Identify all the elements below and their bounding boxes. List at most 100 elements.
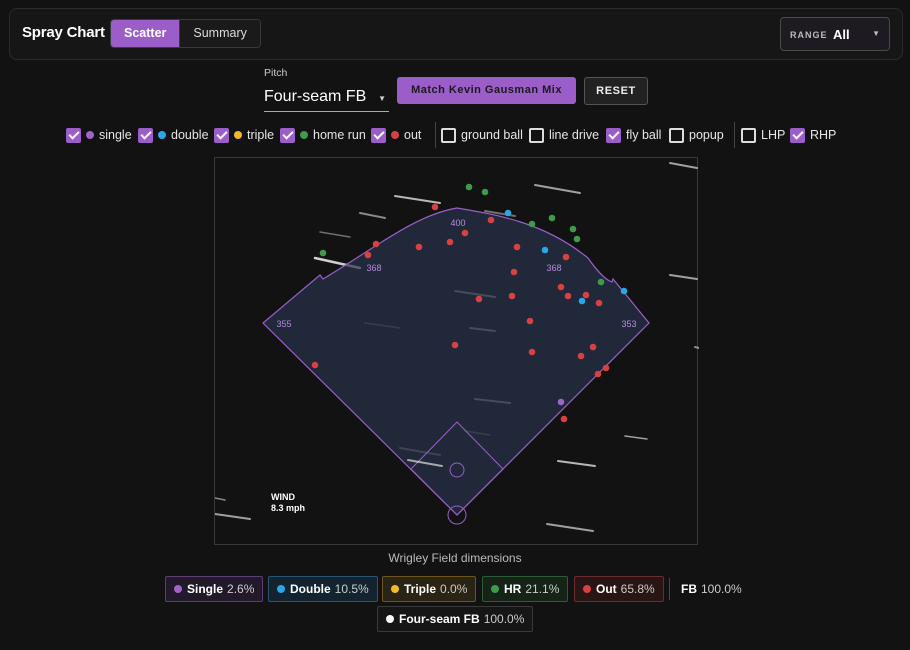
hit-marker-out[interactable] [602, 364, 610, 372]
pitch-dot-icon [386, 615, 394, 623]
hit-marker-double[interactable] [578, 297, 586, 305]
hit-marker-out[interactable] [564, 292, 572, 300]
checkbox-icon[interactable] [790, 127, 805, 143]
hit-marker-home-run[interactable] [569, 225, 577, 233]
chevron-down-icon: ▼ [378, 94, 386, 103]
hit-marker-double[interactable] [504, 209, 512, 217]
summary-total-label: FB [681, 582, 697, 596]
filter-single[interactable]: single [66, 125, 132, 145]
summary-value: 10.5% [334, 582, 369, 596]
tab-scatter[interactable]: Scatter [111, 20, 180, 47]
hit-marker-out[interactable] [372, 240, 380, 248]
summary-hr: HR 21.1% [482, 576, 569, 602]
reset-button[interactable]: RESET [584, 77, 648, 105]
wind-streak [319, 231, 351, 238]
triple-dot-icon [234, 131, 242, 139]
filter-label: line drive [549, 128, 600, 142]
hit-marker-home-run[interactable] [597, 278, 605, 286]
checkbox-icon[interactable] [606, 127, 621, 143]
hit-marker-out[interactable] [595, 299, 603, 307]
checkbox-icon[interactable] [214, 127, 229, 143]
hit-marker-out[interactable] [475, 295, 483, 303]
filter-line-drive[interactable]: line drive [529, 125, 599, 145]
hit-marker-home-run[interactable] [573, 235, 581, 243]
out-dot-icon [583, 585, 591, 593]
filter-label: triple [247, 128, 275, 142]
tab-summary[interactable]: Summary [179, 20, 260, 47]
hit-marker-home-run[interactable] [481, 188, 489, 196]
checkbox-icon[interactable] [741, 127, 756, 143]
single-dot-icon [174, 585, 182, 593]
pitch-value: Four-seam FB [264, 88, 367, 105]
summary-label: Out [596, 582, 617, 596]
hit-marker-out[interactable] [557, 283, 565, 291]
filter-rhp[interactable]: RHP [790, 125, 836, 145]
hit-marker-out[interactable] [461, 229, 469, 237]
hit-marker-home-run[interactable] [319, 249, 327, 257]
hit-marker-home-run[interactable] [548, 214, 556, 222]
hit-marker-out[interactable] [364, 251, 372, 259]
wind-streak [214, 513, 251, 520]
hit-marker-out[interactable] [451, 341, 459, 349]
hit-marker-out[interactable] [487, 216, 495, 224]
hit-marker-out[interactable] [594, 370, 602, 378]
summary-total-value: 100.0% [701, 582, 742, 596]
filter-home-run[interactable]: home run [280, 125, 366, 145]
checkbox-icon[interactable] [529, 127, 544, 143]
hit-marker-out[interactable] [528, 348, 536, 356]
checkbox-icon[interactable] [371, 127, 386, 143]
double-dot-icon [158, 131, 166, 139]
hit-marker-out[interactable] [577, 352, 585, 360]
hit-marker-out[interactable] [526, 317, 534, 325]
checkbox-icon[interactable] [66, 127, 81, 143]
wind-streak [557, 460, 596, 467]
checkbox-icon[interactable] [280, 127, 295, 143]
hit-marker-single[interactable] [557, 398, 565, 406]
hit-marker-out[interactable] [513, 243, 521, 251]
home-plate [447, 505, 467, 525]
summary-label: Triple [404, 582, 437, 596]
hit-marker-out[interactable] [415, 243, 423, 251]
pitchers-mound [449, 462, 465, 478]
range-label: RANGE [790, 30, 828, 40]
checkbox-icon[interactable] [441, 127, 456, 143]
wind-streak [669, 162, 698, 169]
filter-lhp[interactable]: LHP [741, 125, 785, 145]
hit-marker-out[interactable] [431, 203, 439, 211]
divider [734, 122, 735, 148]
hit-marker-out[interactable] [311, 361, 319, 369]
summary-out: Out 65.8% [574, 576, 664, 602]
match-mix-button[interactable]: Match Kevin Gausman Mix [397, 77, 576, 104]
filter-popup[interactable]: popup [669, 125, 724, 145]
hit-marker-out[interactable] [582, 291, 590, 299]
hit-marker-out[interactable] [508, 292, 516, 300]
out-dot-icon [391, 131, 399, 139]
filter-fly-ball[interactable]: fly ball [606, 125, 661, 145]
field-svg: 400 368 368 355 353 [214, 162, 700, 532]
summary-pitch-value: 100.0% [483, 612, 525, 626]
hit-marker-double[interactable] [620, 287, 628, 295]
filter-out[interactable]: out [371, 125, 421, 145]
pitch-label: Pitch [264, 67, 288, 79]
hit-marker-out[interactable] [446, 238, 454, 246]
filter-double[interactable]: double [138, 125, 209, 145]
filter-ground-ball[interactable]: ground ball [441, 125, 523, 145]
page-title: Spray Chart [22, 24, 105, 41]
hit-marker-out[interactable] [560, 415, 568, 423]
filter-label: out [404, 128, 422, 142]
hit-marker-out[interactable] [562, 253, 570, 261]
checkbox-icon[interactable] [138, 127, 153, 143]
hit-marker-out[interactable] [510, 268, 518, 276]
pitch-select[interactable]: Four-seam FB ▼ [264, 84, 389, 112]
summary-value: 65.8% [620, 582, 655, 596]
hit-marker-out[interactable] [589, 343, 597, 351]
hit-marker-home-run[interactable] [465, 183, 473, 191]
filter-triple[interactable]: triple [214, 125, 274, 145]
distance-left: 355 [276, 319, 291, 329]
hit-marker-home-run[interactable] [528, 220, 536, 228]
summary-pitch: Four-seam FB 100.0% [377, 606, 534, 632]
checkbox-icon[interactable] [669, 127, 684, 143]
hit-marker-double[interactable] [541, 246, 549, 254]
range-select[interactable]: RANGE All ▼ [780, 17, 890, 51]
wind-streak [669, 274, 698, 280]
